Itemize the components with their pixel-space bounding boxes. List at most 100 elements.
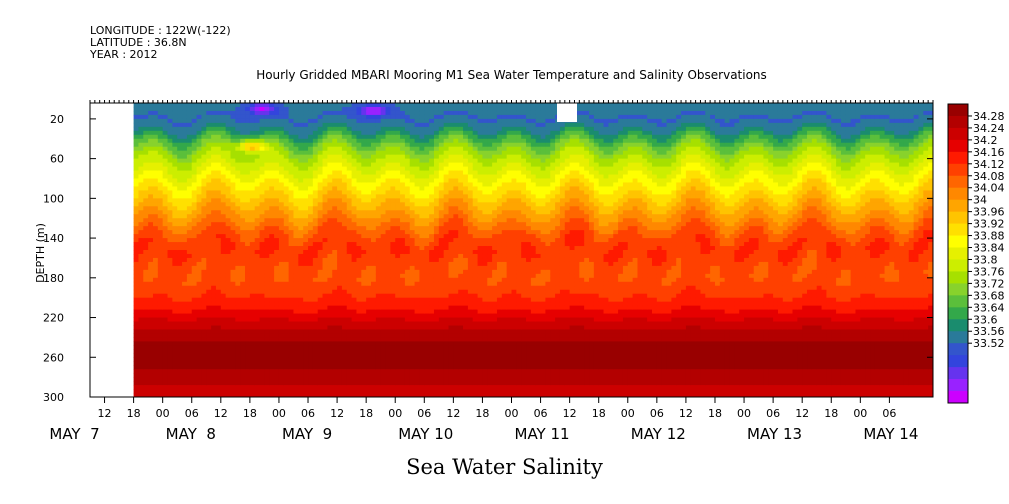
field-cell <box>322 281 328 287</box>
field-cell <box>148 353 154 358</box>
field-cell <box>356 377 362 382</box>
field-cell <box>380 321 387 326</box>
field-cell <box>230 325 236 330</box>
field-cell <box>341 214 348 219</box>
field-cell <box>177 198 183 203</box>
field-cell <box>438 373 445 378</box>
field-cell <box>356 321 362 326</box>
field-cell <box>211 126 217 132</box>
field-cell <box>361 198 367 203</box>
field-cell <box>337 317 343 323</box>
field-cell <box>366 321 372 326</box>
field-cell <box>341 389 348 394</box>
field-cell <box>385 230 391 235</box>
field-cell <box>366 293 372 299</box>
field-cell <box>259 381 265 386</box>
field-cell <box>167 305 173 311</box>
field-cell <box>366 389 372 394</box>
field-cell <box>206 114 212 120</box>
field-cell <box>438 301 445 307</box>
field-cell <box>356 170 362 176</box>
field-cell <box>225 281 231 287</box>
field-cell <box>332 373 338 378</box>
field-cell <box>172 309 178 315</box>
field-cell <box>317 361 324 366</box>
field-cell <box>254 377 261 382</box>
field-cell <box>346 234 353 239</box>
field-cell <box>298 357 304 362</box>
field-cell <box>303 246 309 251</box>
field-cell <box>167 257 173 263</box>
field-cell <box>356 178 362 183</box>
field-cell <box>341 138 348 144</box>
field-cell <box>133 297 139 303</box>
field-cell <box>351 277 357 283</box>
field-cell <box>206 293 212 299</box>
field-cell <box>351 317 357 323</box>
field-cell <box>245 118 251 124</box>
field-cell <box>196 269 202 275</box>
field-cell <box>414 285 420 291</box>
field-cell <box>240 301 246 307</box>
field-cell <box>332 253 338 259</box>
field-cell <box>341 253 348 259</box>
field-cell <box>177 138 183 144</box>
field-cell <box>429 357 435 362</box>
field-cell <box>269 293 275 299</box>
field-cell <box>409 277 416 283</box>
field-cell <box>308 186 314 191</box>
field-cell <box>191 341 198 346</box>
field-cell <box>404 150 411 156</box>
field-cell <box>453 333 459 338</box>
field-cell <box>215 309 222 315</box>
field-cell <box>424 174 430 179</box>
field-cell <box>356 202 362 207</box>
field-cell <box>148 297 154 303</box>
field-cell <box>346 273 353 279</box>
field-cell <box>390 162 396 168</box>
field-cell <box>448 385 454 390</box>
field-cell <box>235 154 241 160</box>
field-cell <box>274 186 280 191</box>
field-cell <box>196 265 202 271</box>
field-cell <box>356 210 362 215</box>
field-cell <box>390 202 396 207</box>
field-cell <box>220 341 227 346</box>
field-cell <box>182 389 188 394</box>
field-cell <box>220 138 227 144</box>
field-cell <box>366 222 372 227</box>
field-cell <box>332 162 338 168</box>
field-cell <box>293 122 299 128</box>
field-cell <box>424 273 430 279</box>
field-cell <box>438 377 445 382</box>
field-cell <box>385 246 391 251</box>
field-cell <box>215 250 222 255</box>
field-cell <box>409 214 416 219</box>
field-cell <box>375 238 382 243</box>
field-cell <box>453 269 459 275</box>
field-cell <box>293 373 299 378</box>
field-cell <box>303 357 309 362</box>
field-cell <box>390 174 396 179</box>
field-cell <box>303 150 309 156</box>
field-cell <box>395 257 401 263</box>
field-cell <box>366 325 372 330</box>
field-cell <box>366 345 372 350</box>
field-cell <box>438 150 445 156</box>
field-cell <box>191 178 198 183</box>
field-cell <box>259 321 265 326</box>
field-cell <box>206 230 212 235</box>
field-cell <box>409 281 416 287</box>
field-cell <box>225 206 231 211</box>
field-cell <box>157 246 164 251</box>
field-cell <box>148 269 154 275</box>
field-cell <box>371 242 377 247</box>
field-cell <box>438 309 445 315</box>
field-cell <box>288 130 294 136</box>
field-cell <box>211 269 217 275</box>
field-cell <box>337 103 343 108</box>
field-cell <box>409 154 416 160</box>
field-cell <box>220 373 227 378</box>
field-cell <box>143 329 149 334</box>
field-cell <box>191 353 198 358</box>
